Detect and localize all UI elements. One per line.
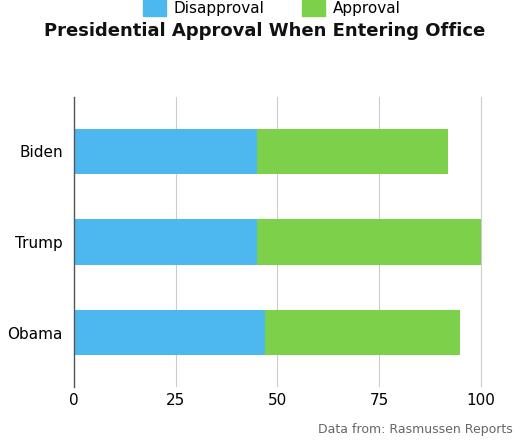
Bar xyxy=(257,128,448,174)
Bar xyxy=(74,128,257,174)
Bar xyxy=(74,310,265,356)
Bar xyxy=(74,219,257,265)
Bar xyxy=(257,219,481,265)
Bar xyxy=(265,310,460,356)
Legend: Disapproval, Approval: Disapproval, Approval xyxy=(136,0,407,22)
Text: Data from: Rasmussen Reports: Data from: Rasmussen Reports xyxy=(318,422,513,436)
Text: Presidential Approval When Entering Office: Presidential Approval When Entering Offi… xyxy=(44,22,485,40)
